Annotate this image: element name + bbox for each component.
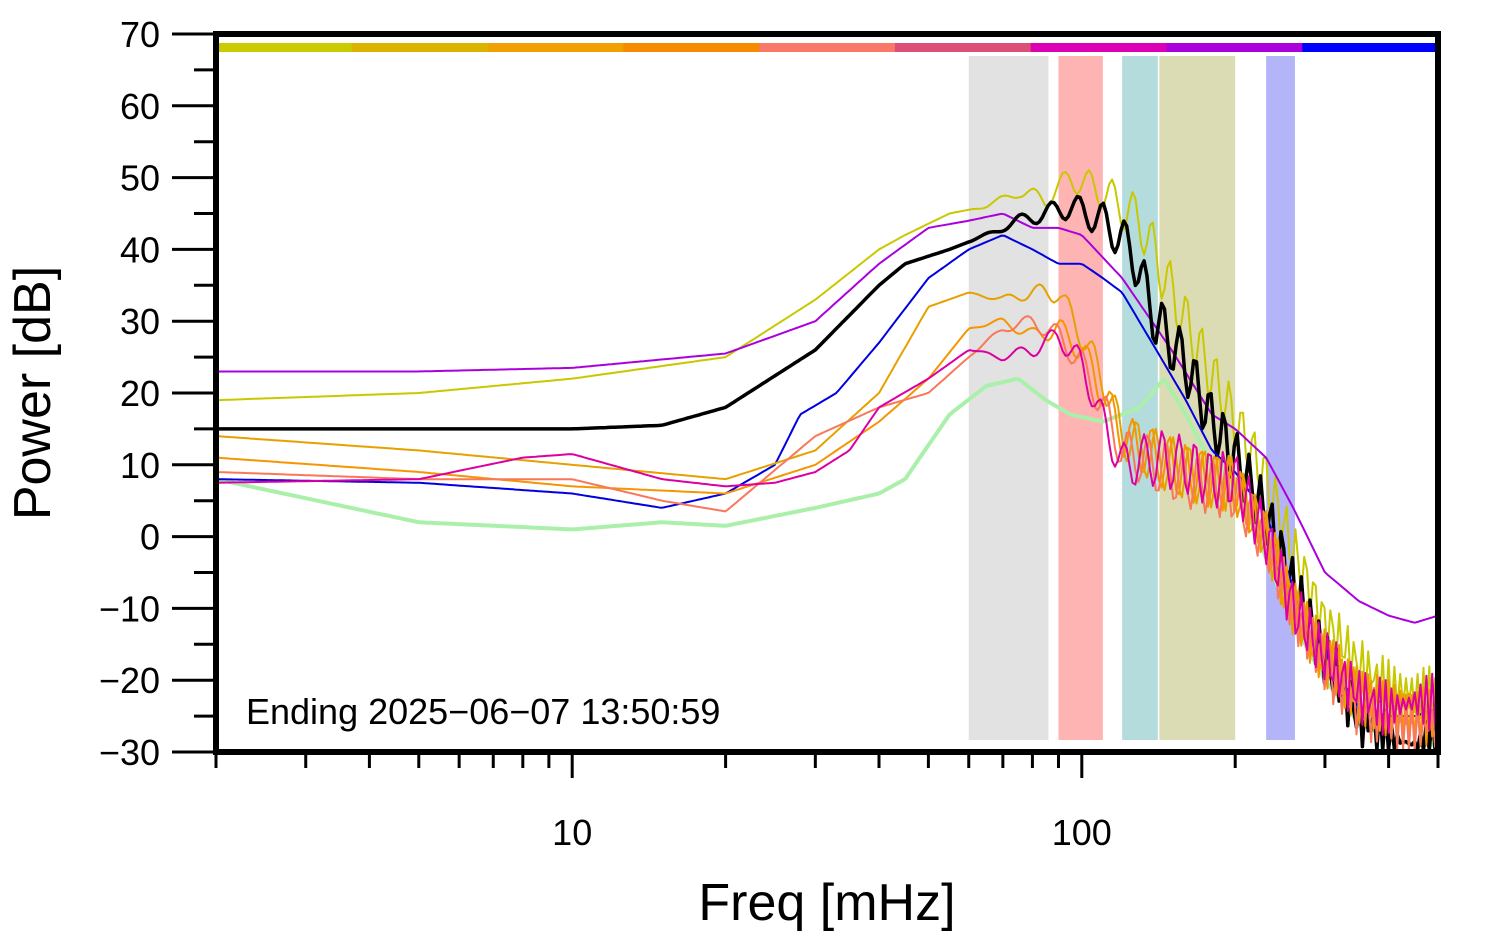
band-2 xyxy=(1122,56,1158,740)
color-bar-segment-6 xyxy=(1030,43,1167,52)
ending-timestamp-annotation: Ending 2025−06−07 13:50:59 xyxy=(246,691,720,732)
y-tick-label: 10 xyxy=(120,445,160,486)
y-tick-label: 70 xyxy=(120,14,160,55)
color-bar-segment-5 xyxy=(894,43,1032,52)
y-tick-label: 50 xyxy=(120,158,160,199)
y-tick-label: 40 xyxy=(120,229,160,270)
color-bar-segment-8 xyxy=(1302,43,1439,52)
series-lines xyxy=(215,169,1440,752)
y-tick-label: 20 xyxy=(120,373,160,414)
y-tick-label: −30 xyxy=(99,732,160,773)
series-line-4 xyxy=(216,234,1439,718)
x-axis-title: Freq [mHz] xyxy=(698,874,955,932)
series-line-3 xyxy=(216,194,1440,752)
x-tick-label: 10 xyxy=(552,812,592,853)
x-axis: 10 100 xyxy=(214,752,1440,853)
color-bar-segment-3 xyxy=(623,43,760,52)
y-axis: 70 60 50 40 30 20 10 0 −10 −20 −30 xyxy=(99,14,216,773)
series-line-5 xyxy=(215,283,1439,737)
frequency-bands xyxy=(968,56,1295,740)
color-bar-segment-7 xyxy=(1166,43,1303,52)
band-0 xyxy=(968,56,1049,740)
color-bar-segment-1 xyxy=(351,43,489,52)
band-4 xyxy=(1266,56,1295,740)
y-tick-label: 0 xyxy=(140,517,160,558)
y-tick-label: −20 xyxy=(99,660,160,701)
color-bar-segment-0 xyxy=(216,43,353,52)
y-tick-label: 30 xyxy=(120,301,160,342)
series-line-8 xyxy=(215,329,1439,736)
color-bar-segment-2 xyxy=(487,43,624,52)
y-axis-title: Power [dB] xyxy=(4,266,62,520)
series-line-2 xyxy=(216,212,1439,624)
color-bar-segment-4 xyxy=(759,43,896,52)
y-tick-label: −10 xyxy=(99,588,160,629)
series-line-7 xyxy=(215,315,1439,751)
band-3 xyxy=(1159,56,1236,740)
y-tick-label: 60 xyxy=(120,86,160,127)
top-color-bar xyxy=(216,43,1439,52)
band-1 xyxy=(1058,56,1103,740)
x-tick-label: 100 xyxy=(1052,812,1112,853)
